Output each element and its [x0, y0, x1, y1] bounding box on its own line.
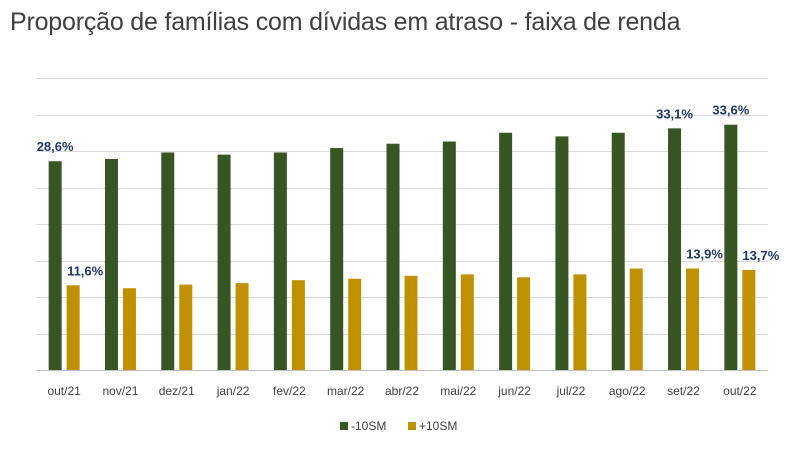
- x-tick-label: fev/22: [273, 384, 306, 398]
- bar-10SM-mar-22: [348, 278, 362, 370]
- bar-10SM-abr-22: [404, 275, 418, 370]
- gridlines: [36, 78, 768, 371]
- bar-10SM-jan-22: [217, 154, 231, 370]
- legend: -10SM +10SM: [340, 419, 457, 433]
- bar-10SM-fev-22: [273, 152, 287, 370]
- data-label: 13,7%: [742, 248, 779, 263]
- x-tick-label: out/21: [47, 384, 81, 398]
- x-tick-label: mai/22: [440, 384, 476, 398]
- data-labels: 28,6% 11,6% 33,1% 13,9% 33,6% 13,7%: [37, 103, 780, 279]
- bar-10SM-out-21: [48, 161, 62, 370]
- x-tick-label: jun/22: [497, 384, 531, 398]
- data-label: 13,9%: [686, 247, 723, 262]
- x-tick-label: jul/22: [556, 384, 586, 398]
- bar-10SM-jun-22: [499, 132, 513, 370]
- bar-10SM-ago-22: [611, 132, 625, 370]
- bar-10SM-set-22: [668, 128, 682, 370]
- data-label: 11,6%: [67, 263, 104, 278]
- bar-10SM-dez-21: [179, 284, 193, 370]
- legend-swatch: [340, 422, 348, 430]
- bar-10SM-jun-22: [517, 277, 531, 370]
- bar-10SM-out-21: [66, 285, 80, 370]
- bars: [48, 124, 756, 370]
- bar-10SM-mai-22: [442, 141, 456, 370]
- x-tick-label: mar/22: [327, 384, 365, 398]
- x-tick-label: jan/22: [216, 384, 250, 398]
- chart-title: Proporção de famílias com dívidas em atr…: [10, 8, 681, 36]
- bar-10SM-out-22: [724, 124, 738, 370]
- x-tick-label: ago/22: [609, 384, 646, 398]
- bar-10SM-dez-21: [161, 152, 175, 370]
- x-tick-label: dez/21: [159, 384, 195, 398]
- x-axis: out/21 nov/21 dez/21 jan/22 fev/22 mar/22 abr/…: [47, 384, 756, 398]
- bar-10SM-jul-22: [573, 274, 587, 370]
- bar-10SM-nov-21: [104, 159, 118, 370]
- bar-10SM-mai-22: [460, 274, 474, 370]
- legend-label: +10SM: [419, 419, 457, 433]
- legend-label: -10SM: [351, 419, 386, 433]
- bar-10SM-nov-21: [122, 288, 136, 370]
- bar-10SM-out-22: [742, 269, 756, 370]
- bar-10SM-abr-22: [386, 143, 400, 370]
- legend-swatch: [408, 422, 416, 430]
- x-tick-label: nov/21: [102, 384, 138, 398]
- x-tick-label: out/22: [723, 384, 757, 398]
- bar-10SM-fev-22: [291, 280, 305, 370]
- bar-10SM-set-22: [686, 268, 700, 370]
- bar-10SM-jul-22: [555, 136, 569, 370]
- x-tick-label: abr/22: [385, 384, 419, 398]
- bar-10SM-jan-22: [235, 283, 249, 370]
- bar-10SM-mar-22: [330, 148, 344, 370]
- data-label: 33,1%: [656, 106, 693, 121]
- bar-10SM-ago-22: [629, 268, 643, 370]
- data-label: 28,6%: [37, 139, 74, 154]
- x-tick-label: set/22: [667, 384, 700, 398]
- data-label: 33,6%: [712, 103, 749, 118]
